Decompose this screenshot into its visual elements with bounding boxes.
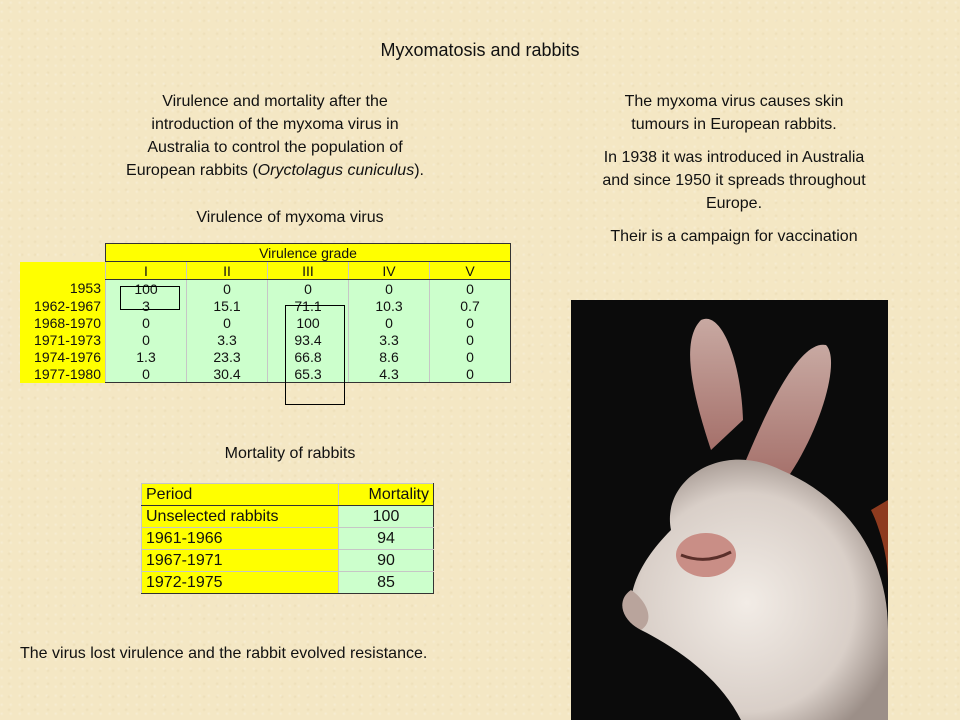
table-row: 1974-1976 1.3 23.3 66.8 8.6 0 xyxy=(20,348,511,365)
table-header-row: Period Mortality xyxy=(141,483,434,506)
virulence-caption: Virulence of myxoma virus xyxy=(196,209,384,226)
period-cell: 1953 xyxy=(20,279,106,297)
rabbit-photo-illustration xyxy=(571,300,888,720)
description-line: Europe. xyxy=(705,195,763,212)
table-row: 1953 100 0 0 0 0 xyxy=(20,279,511,297)
period-cell: 1972-1975 xyxy=(141,571,339,594)
value-cell: 30.4 xyxy=(186,365,268,383)
period-cell: 1974-1976 xyxy=(20,348,106,365)
mortality-cell: 90 xyxy=(338,549,434,572)
description-line: and since 1950 it spreads throughout xyxy=(602,172,866,189)
virulence-grade-header: Virulence grade xyxy=(105,243,511,262)
value-cell: 10.3 xyxy=(348,297,430,314)
period-cell: 1967-1971 xyxy=(141,549,339,572)
description-line: tumours in European rabbits. xyxy=(631,116,837,133)
value-cell: 66.8 xyxy=(267,348,349,365)
value-cell: 0 xyxy=(429,279,511,297)
value-cell: 0 xyxy=(105,314,187,331)
value-cell: 0 xyxy=(429,348,511,365)
table-row: 1968-1970 0 0 100 0 0 xyxy=(20,314,511,331)
grade-header: V xyxy=(429,261,511,280)
grade-header: I xyxy=(105,261,187,280)
table-row: 1972-1975 85 xyxy=(141,571,434,594)
table-row: 1971-1973 0 3.3 93.4 3.3 0 xyxy=(20,331,511,348)
mortality-cell: 94 xyxy=(338,527,434,550)
table-row: 1967-1971 90 xyxy=(141,549,434,572)
table-row: 1961-1966 94 xyxy=(141,527,434,550)
mortality-table: Period Mortality Unselected rabbits 100 … xyxy=(141,483,434,594)
table-row: 1962-1967 3 15.1 71.1 10.3 0.7 xyxy=(20,297,511,314)
period-cell: 1961-1966 xyxy=(141,527,339,550)
virulence-table: Virulence grade I II III IV V 1953 100 0… xyxy=(20,243,511,383)
value-cell: 23.3 xyxy=(186,348,268,365)
value-cell: 3.3 xyxy=(186,331,268,348)
value-cell: 100 xyxy=(267,314,349,331)
period-cell: Unselected rabbits xyxy=(141,505,339,528)
period-cell: 1977-1980 xyxy=(20,365,106,383)
intro-line: Australia to control the population of xyxy=(147,139,403,156)
value-cell: 0 xyxy=(105,331,187,348)
mortality-caption: Mortality of rabbits xyxy=(224,445,356,462)
intro-text-segment: European rabbits ( xyxy=(126,162,258,179)
species-name: Oryctolagus cuniculus xyxy=(257,162,415,179)
description-line: The myxoma virus causes skin xyxy=(624,93,844,110)
mortality-header: Mortality xyxy=(338,483,434,506)
period-cell: 1962-1967 xyxy=(20,297,106,314)
value-cell: 0 xyxy=(186,314,268,331)
highlight-box-grade-iii xyxy=(285,305,345,405)
description-line: In 1938 it was introduced in Australia xyxy=(603,149,865,166)
value-cell: 4.3 xyxy=(348,365,430,383)
value-cell: 0.7 xyxy=(429,297,511,314)
table-row: Unselected rabbits 100 xyxy=(141,505,434,528)
period-header: Period xyxy=(141,483,339,506)
grade-header: II xyxy=(186,261,268,280)
description-column: The myxoma virus causes skin tumours in … xyxy=(548,90,920,258)
grade-header: IV xyxy=(348,261,430,280)
value-cell: 0 xyxy=(348,314,430,331)
value-cell: 0 xyxy=(105,365,187,383)
value-cell: 1.3 xyxy=(105,348,187,365)
value-cell: 15.1 xyxy=(186,297,268,314)
highlight-box-1953 xyxy=(120,286,180,310)
mortality-cell: 85 xyxy=(338,571,434,594)
grade-header: III xyxy=(267,261,349,280)
value-cell: 8.6 xyxy=(348,348,430,365)
intro-line: Virulence and mortality after the xyxy=(162,93,388,110)
vaccination-note: Their is a campaign for vaccination xyxy=(610,228,858,245)
value-cell: 0 xyxy=(348,279,430,297)
slide-title: Myxomatosis and rabbits xyxy=(380,40,580,60)
period-cell: 1971-1973 xyxy=(20,331,106,348)
period-cell: 1968-1970 xyxy=(20,314,106,331)
description-paragraph: The myxoma virus causes skin tumours in … xyxy=(548,90,920,136)
mortality-cell: 100 xyxy=(338,505,434,528)
value-cell: 0 xyxy=(186,279,268,297)
intro-line: introduction of the myxoma virus in xyxy=(151,116,399,133)
value-cell: 0 xyxy=(429,331,511,348)
intro-text: Virulence and mortality after the introd… xyxy=(60,90,490,182)
value-cell: 71.1 xyxy=(267,297,349,314)
table-row: 1977-1980 0 30.4 65.3 4.3 0 xyxy=(20,365,511,383)
value-cell: 0 xyxy=(429,314,511,331)
description-paragraph: In 1938 it was introduced in Australia a… xyxy=(548,146,920,215)
value-cell: 3.3 xyxy=(348,331,430,348)
table-corner-yellow xyxy=(20,261,106,280)
value-cell: 93.4 xyxy=(267,331,349,348)
value-cell: 100 xyxy=(105,279,187,297)
intro-line: European rabbits (Oryctolagus cuniculus)… xyxy=(60,159,490,182)
value-cell: 0 xyxy=(267,279,349,297)
value-cell: 65.3 xyxy=(267,365,349,383)
value-cell: 0 xyxy=(429,365,511,383)
conclusion-text: The virus lost virulence and the rabbit … xyxy=(20,645,428,662)
table-corner xyxy=(20,244,106,262)
rabbit-photo xyxy=(571,300,888,720)
intro-text-segment: ). xyxy=(414,162,424,179)
